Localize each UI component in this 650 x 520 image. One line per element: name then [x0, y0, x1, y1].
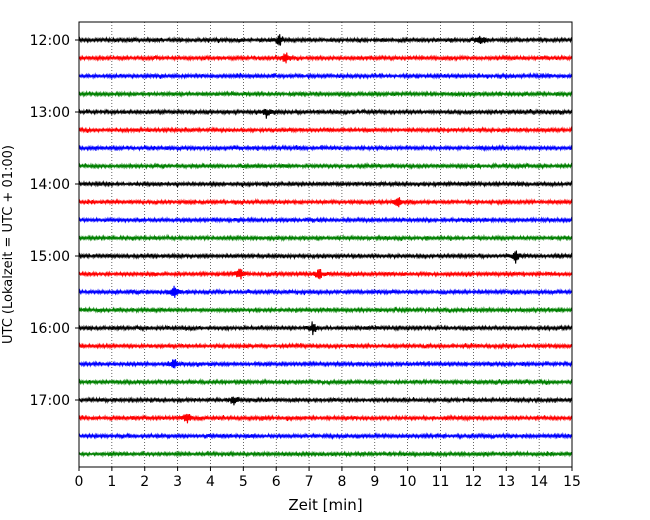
- trace-line-14:30: [78, 216, 573, 224]
- trace-line-17:45: [78, 450, 573, 458]
- trace-line-13:15: [78, 126, 573, 134]
- x-tick-label: 2: [140, 474, 149, 490]
- y-tick-label: 14:00: [30, 177, 70, 193]
- x-tick-label: 15: [563, 474, 581, 490]
- trace-line-15:00: [78, 250, 573, 264]
- trace-line-12:15: [78, 52, 573, 64]
- y-axis-label: UTC (Lokalzeit = UTC + 01:00): [1, 145, 16, 344]
- trace-line-17:30: [78, 432, 573, 441]
- trace-line-16:30: [78, 359, 573, 369]
- trace-line-12:00: [78, 34, 573, 46]
- trace-line-14:15: [78, 197, 573, 208]
- x-tick-label: 5: [239, 474, 248, 490]
- x-tick-label: 3: [173, 474, 182, 490]
- trace-line-16:45: [78, 377, 573, 386]
- y-tick-label: 13:00: [30, 105, 70, 121]
- x-tick-label: 4: [206, 474, 215, 490]
- x-tick-label: 12: [464, 474, 482, 490]
- x-tick-label: 9: [370, 474, 379, 490]
- x-tick-label: 14: [530, 474, 548, 490]
- x-tick-label: 11: [432, 474, 450, 490]
- x-tick-label: 7: [305, 474, 314, 490]
- trace-line-17:00: [78, 396, 573, 406]
- trace-line-14:00: [78, 180, 573, 188]
- trace-line-17:15: [78, 413, 573, 424]
- y-tick-label: 16:00: [30, 321, 70, 337]
- vertical-gridlines: [111, 22, 540, 467]
- trace-line-13:00: [78, 108, 573, 119]
- trace-line-14:45: [78, 233, 573, 242]
- x-axis-label: Zeit [min]: [288, 496, 362, 514]
- trace-line-12:45: [78, 90, 573, 99]
- x-axis-ticks: 0 1 2 3 4 5 6 7 8 9 10 11 12 13 14 15: [75, 467, 581, 490]
- trace-line-15:45: [78, 306, 573, 315]
- trace-line-15:30: [78, 285, 573, 298]
- trace-line-16:00: [78, 321, 573, 336]
- y-tick-label: 15:00: [30, 249, 70, 265]
- plot-frame: [78, 21, 573, 468]
- x-tick-label: 6: [272, 474, 281, 490]
- x-tick-label: 8: [337, 474, 346, 490]
- x-tick-label: 13: [497, 474, 515, 490]
- y-axis-ticks: 12:00 13:00 14:00 15:00 16:00 17:00: [30, 33, 79, 409]
- trace-line-12:30: [78, 71, 573, 80]
- trace-line-16:15: [78, 342, 573, 350]
- trace-line-15:15: [78, 268, 573, 280]
- trace-line-13:30: [78, 143, 573, 153]
- x-tick-label: 1: [107, 474, 116, 490]
- y-tick-label: 17:00: [30, 393, 70, 409]
- trace-lines: [78, 34, 573, 458]
- y-tick-label: 12:00: [30, 33, 70, 49]
- x-tick-label: 0: [75, 474, 84, 490]
- x-tick-label: 10: [399, 474, 417, 490]
- trace-line-13:45: [78, 161, 573, 170]
